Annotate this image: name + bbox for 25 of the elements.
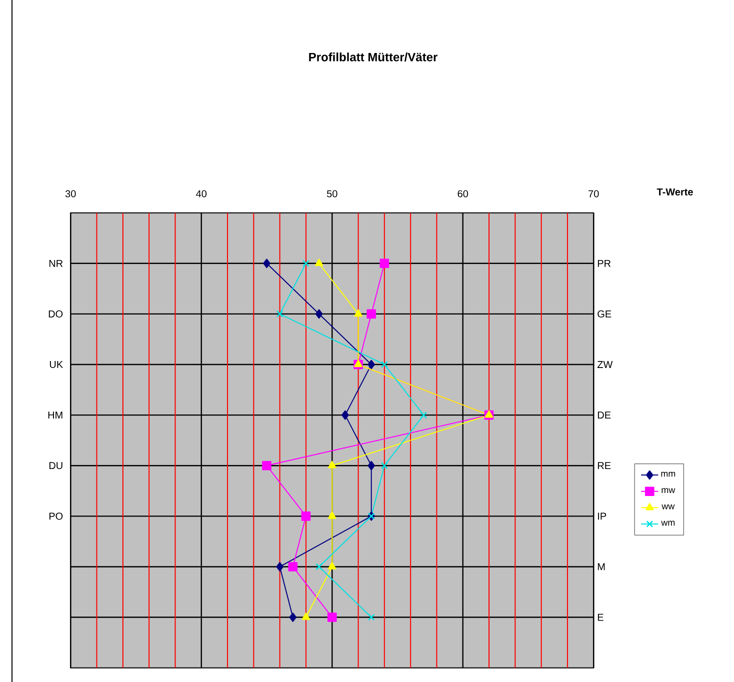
y2-tick-label: E	[598, 614, 604, 621]
y-tick-label: NR	[49, 260, 63, 267]
legend-label: ww	[662, 504, 675, 510]
x-tick-label: 40	[196, 190, 207, 198]
x-tick-label: 50	[326, 190, 338, 198]
y2-tick-label: GE	[598, 310, 612, 318]
x-tick-label: 30	[65, 190, 76, 198]
y-tick-label: UK	[50, 361, 63, 368]
y2-tick-label: ZW	[597, 361, 613, 368]
chart-title: Profilblatt Mütter/Väter	[309, 52, 438, 62]
legend-label: mm	[661, 472, 676, 477]
y2-tick-label: M	[598, 563, 605, 570]
y2-tick-label: PR	[598, 260, 611, 267]
legend-label: wm	[661, 520, 675, 526]
text: T-Werte	[656, 188, 693, 196]
x-tick-label: 60	[458, 190, 468, 198]
y-tick-label: DO	[48, 310, 63, 318]
y-tick-label: HM	[48, 412, 62, 418]
legend-label: mw	[662, 488, 676, 494]
y2-tick-label: RE	[598, 462, 611, 470]
y2-tick-label: IP	[598, 512, 606, 520]
y2-tick-label: DE	[598, 412, 611, 418]
x-tick-label: 70	[588, 190, 599, 198]
y-tick-label: PO	[49, 512, 63, 520]
y-tick-label: DU	[49, 462, 62, 470]
